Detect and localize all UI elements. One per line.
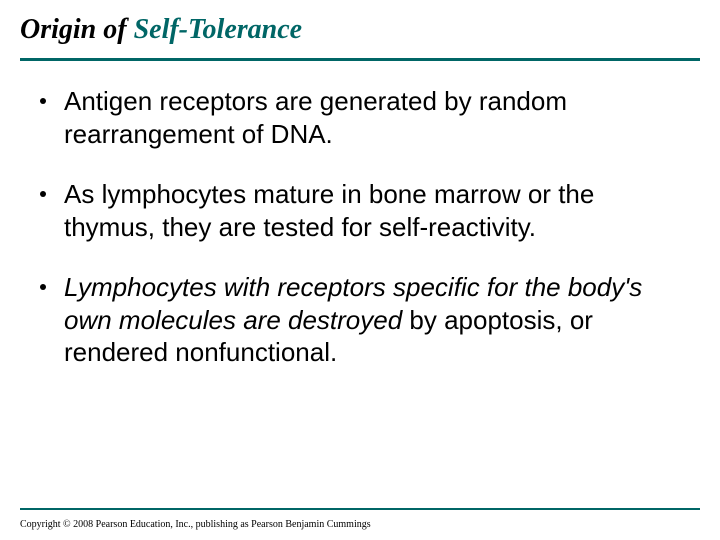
bullet-marker-icon	[40, 191, 46, 197]
bullet-text: As lymphocytes mature in bone marrow or …	[64, 178, 680, 243]
bullet-text: Lymphocytes with receptors specific for …	[64, 271, 680, 369]
divider-bottom	[20, 508, 700, 510]
bullet-marker-icon	[40, 98, 46, 104]
content-area: Antigen receptors are generated by rando…	[0, 61, 720, 369]
slide-title-part2: Self-Tolerance	[134, 14, 303, 45]
slide-title-part1: Origin of	[20, 14, 134, 45]
bullet-item: As lymphocytes mature in bone marrow or …	[40, 178, 680, 243]
bullet-item: Antigen receptors are generated by rando…	[40, 85, 680, 150]
bullet-marker-icon	[40, 284, 46, 290]
bullet-item: Lymphocytes with receptors specific for …	[40, 271, 680, 369]
copyright-text: Copyright © 2008 Pearson Education, Inc.…	[20, 519, 371, 530]
title-wrap: Origin of Self-Tolerance	[0, 0, 720, 52]
slide-container: Origin of Self-Tolerance Antigen recepto…	[0, 0, 720, 540]
text-run: Antigen receptors are generated by rando…	[64, 86, 567, 149]
text-run: As lymphocytes mature in bone marrow or …	[64, 179, 594, 242]
bullet-text: Antigen receptors are generated by rando…	[64, 85, 680, 150]
